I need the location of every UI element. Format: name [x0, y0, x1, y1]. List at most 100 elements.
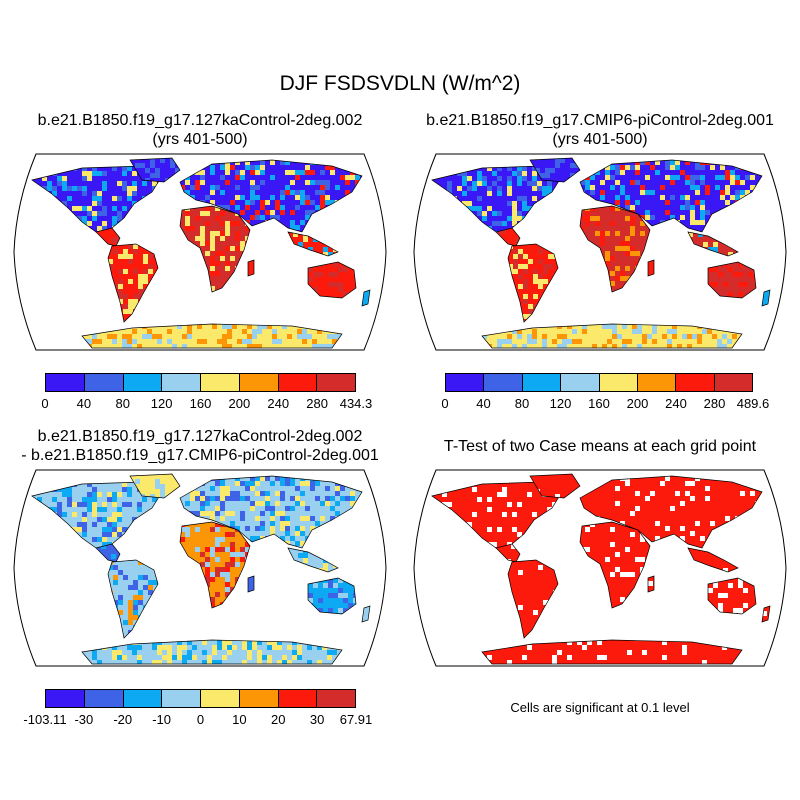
- grid-cell: [210, 587, 215, 592]
- grid-cell: [200, 511, 205, 516]
- grid-cell: [112, 339, 117, 344]
- grid-cell: [655, 521, 660, 526]
- grid-cell: [280, 491, 285, 496]
- grid-cell: [620, 185, 625, 190]
- grid-cell: [128, 289, 133, 294]
- grid-cell: [195, 537, 200, 542]
- grid-cell: [225, 552, 230, 557]
- grid-cell: [597, 324, 602, 329]
- grid-cell: [107, 517, 112, 522]
- grid-cell: [220, 175, 225, 180]
- grid-cell: [518, 284, 523, 289]
- grid-cell: [718, 277, 723, 282]
- grid-cell: [252, 640, 257, 645]
- colorbar-swatch: [278, 690, 318, 707]
- grid-cell: [522, 344, 527, 348]
- grid-cell: [108, 570, 113, 575]
- grid-cell: [692, 334, 697, 339]
- grid-cell: [200, 506, 205, 511]
- grid-cell: [647, 334, 652, 339]
- grid-cell: [205, 547, 210, 552]
- grid-cell: [153, 580, 158, 585]
- grid-cell: [108, 580, 113, 585]
- grid-cell: [660, 175, 665, 180]
- grid-cell: [502, 221, 507, 226]
- grid-cell: [225, 592, 230, 597]
- grid-cell: [625, 165, 630, 170]
- grid-cell: [107, 492, 112, 497]
- grid-cell: [135, 484, 140, 489]
- grid-cell: [133, 304, 138, 309]
- colorbar-swatch: [46, 690, 85, 707]
- grid-cell: [482, 176, 487, 181]
- grid-cell: [595, 216, 600, 221]
- grid-cell: [650, 160, 655, 165]
- grid-cell: [87, 176, 92, 181]
- grid-cell: [127, 487, 132, 492]
- colorbar-swatch: [637, 374, 677, 391]
- panel-2-title-line2: (yrs 401-500): [552, 131, 648, 148]
- grid-cell: [148, 585, 153, 590]
- grid-cell: [328, 578, 333, 583]
- grid-cell: [705, 496, 710, 501]
- grid-cell: [477, 181, 482, 186]
- grid-cell: [220, 486, 225, 491]
- grid-cell: [295, 516, 300, 521]
- grid-cell: [718, 603, 723, 608]
- grid-cell: [527, 339, 532, 344]
- grid-cell: [522, 176, 527, 181]
- grid-cell: [292, 645, 297, 650]
- grid-cell: [215, 522, 220, 527]
- grid-cell: [220, 261, 225, 266]
- grid-cell: [230, 557, 235, 562]
- grid-cell: [210, 537, 215, 542]
- grid-cell: [665, 160, 670, 165]
- grid-cell: [713, 272, 718, 277]
- grid-cell: [472, 487, 477, 492]
- grid-cell: [255, 516, 260, 521]
- grid-cell: [92, 487, 97, 492]
- grid-cell: [97, 502, 102, 507]
- grid-cell: [492, 221, 497, 226]
- grid-cell: [230, 256, 235, 261]
- grid-cell: [217, 645, 222, 650]
- grid-cell: [142, 497, 147, 502]
- grid-cell: [297, 344, 302, 348]
- grid-cell: [82, 522, 87, 527]
- grid-cell: [328, 277, 333, 282]
- grid-cell: [328, 593, 333, 598]
- grid-cell: [92, 171, 97, 176]
- grid-cell: [555, 158, 560, 163]
- grid-cell: [482, 211, 487, 216]
- grid-cell: [287, 324, 292, 329]
- grid-cell: [187, 329, 192, 334]
- grid-cell: [155, 173, 160, 178]
- grid-cell: [133, 575, 138, 580]
- grid-cell: [295, 205, 300, 210]
- grid-cell: [102, 211, 107, 216]
- grid-cell: [185, 211, 190, 216]
- grid-cell: [640, 241, 645, 246]
- grid-cell: [600, 195, 605, 200]
- grid-cell: [215, 286, 220, 291]
- grid-cell: [232, 324, 237, 329]
- grid-cell: [182, 655, 187, 660]
- grid-cell: [205, 200, 210, 205]
- grid-cell: [680, 170, 685, 175]
- grid-cell: [298, 242, 303, 247]
- grid-cell: [447, 186, 452, 191]
- grid-cell: [705, 486, 710, 491]
- grid-cell: [300, 516, 305, 521]
- grid-cell: [200, 211, 205, 216]
- grid-cell: [523, 244, 528, 249]
- panel-1-colorbar: [45, 373, 356, 392]
- grid-cell: [295, 175, 300, 180]
- grid-cell: [147, 329, 152, 334]
- colorbar-tick-label: -30: [74, 712, 94, 727]
- grid-cell: [533, 244, 538, 249]
- grid-cell: [697, 339, 702, 344]
- grid-cell: [635, 170, 640, 175]
- grid-cell: [245, 491, 250, 496]
- grid-cell: [230, 180, 235, 185]
- grid-cell: [133, 565, 138, 570]
